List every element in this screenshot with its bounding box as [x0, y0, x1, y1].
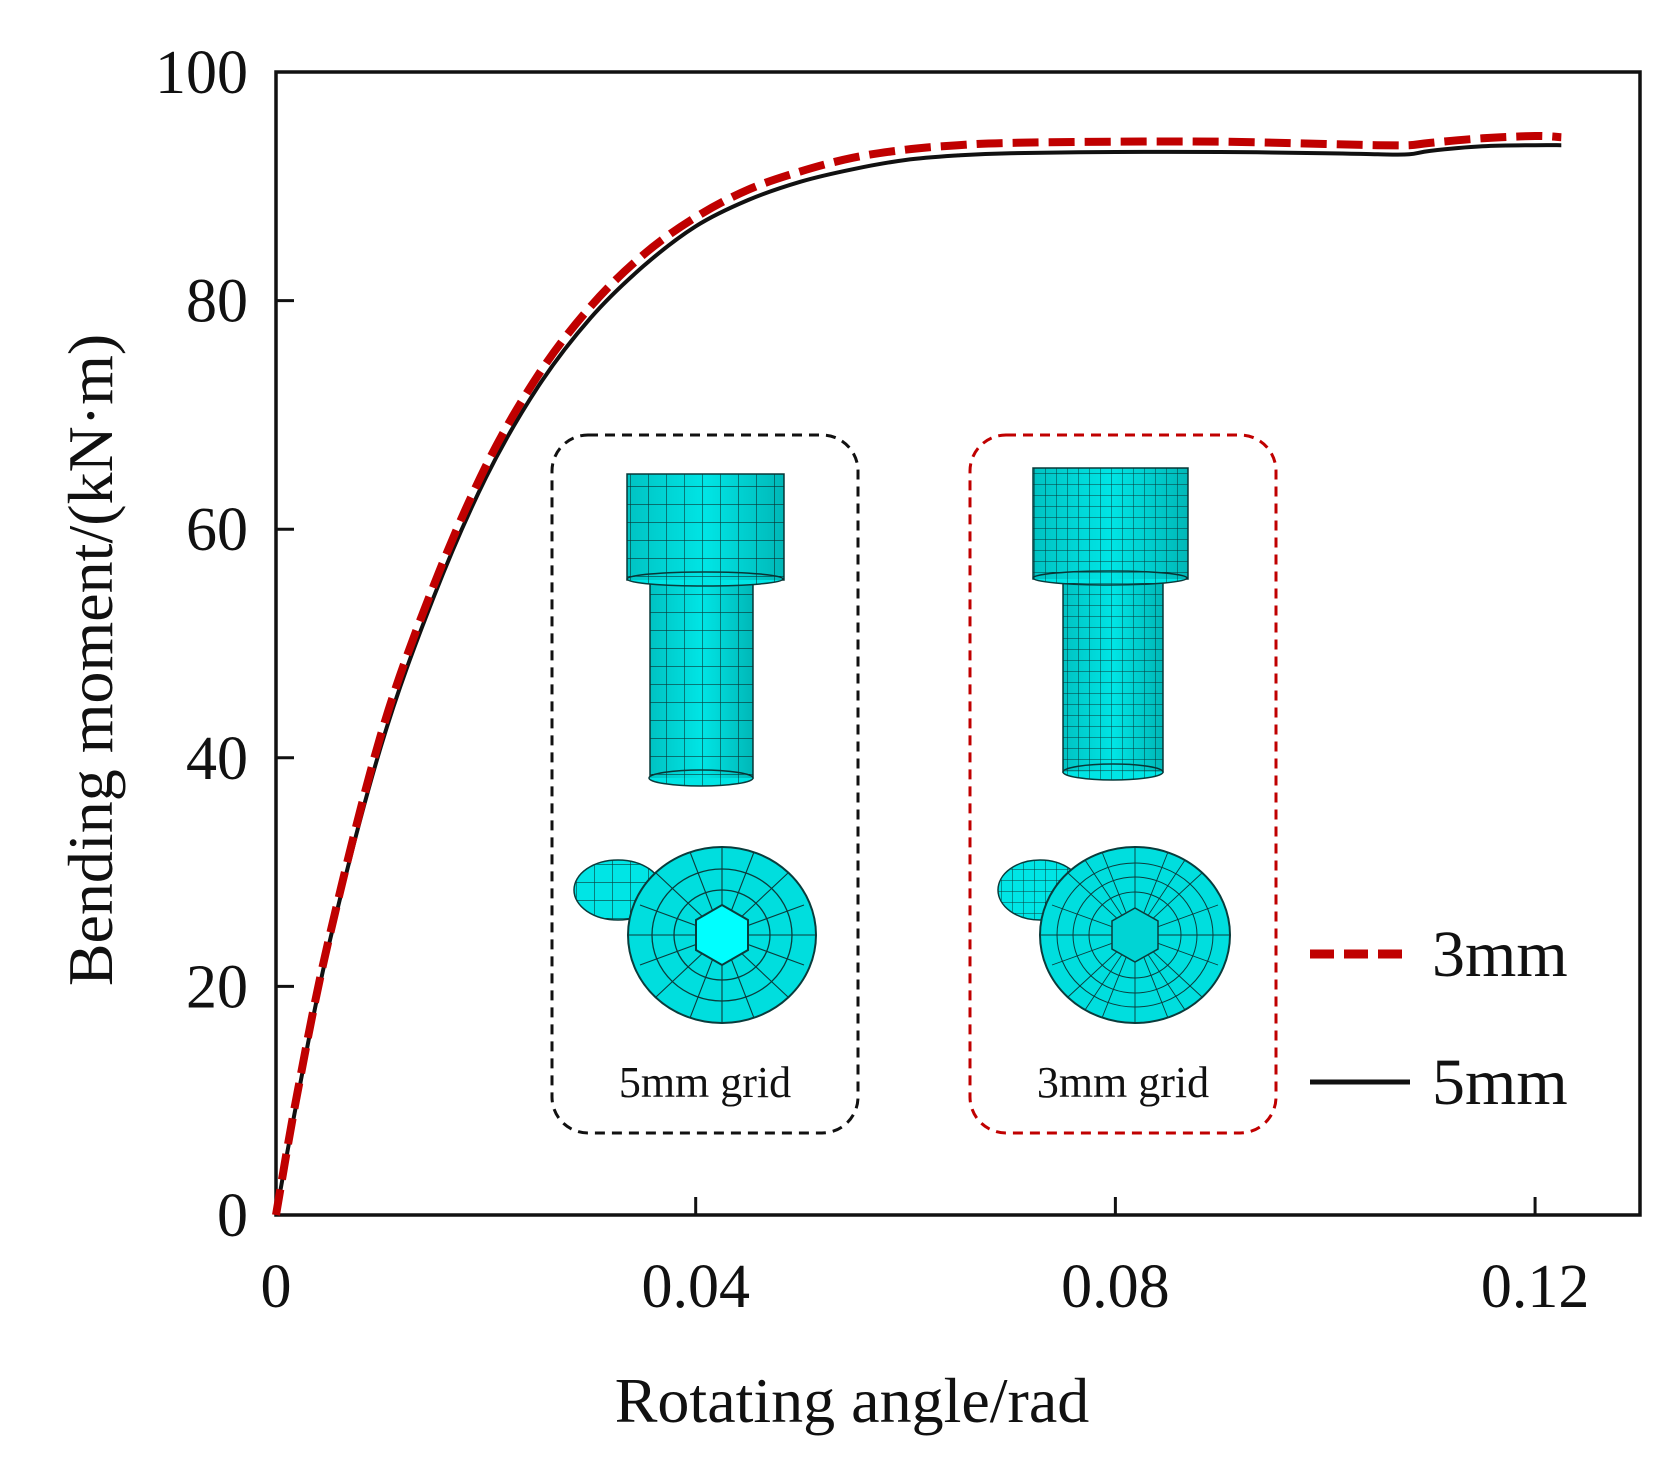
data-series [272, 131, 1562, 1216]
series-line-3mm [272, 131, 1562, 1216]
x-tick-label: 0.12 [1481, 1253, 1590, 1321]
bolt-end-view-fine [997, 846, 1231, 1024]
legend-label-5mm: 5mm [1432, 1046, 1568, 1119]
y-tick-label: 20 [186, 953, 248, 1021]
y-tick-label: 60 [186, 496, 248, 564]
y-tick-label: 100 [155, 39, 248, 107]
plot-frame [274, 70, 1642, 1217]
inset-3mm-border [968, 433, 1278, 1135]
y-tick-label: 0 [217, 1182, 248, 1250]
bolt-end-view-coarse [573, 846, 817, 1024]
axis-tick-labels: 0 0.04 0.08 0.12 0 20 40 60 80 100 [155, 39, 1589, 1321]
y-tick-label: 80 [186, 268, 248, 336]
inset-5mm-grid: 5mm grid [550, 433, 860, 1135]
y-axis-title: Bending moment/(kN·m) [55, 334, 126, 986]
inset-5mm-border [550, 433, 860, 1135]
x-axis-title: Rotating angle/rad [615, 1365, 1090, 1436]
legend: 3mm 5mm [1310, 918, 1568, 1119]
x-tick-label: 0.04 [641, 1253, 750, 1321]
inset-5mm-label: 5mm grid [619, 1058, 791, 1107]
inset-3mm-label: 3mm grid [1037, 1058, 1209, 1107]
legend-label-3mm: 3mm [1432, 918, 1568, 991]
bolt-side-view-fine [1032, 467, 1189, 781]
x-tick-label: 0.08 [1061, 1253, 1170, 1321]
x-tick-label: 0 [261, 1253, 292, 1321]
inset-3mm-grid: 3mm grid [968, 433, 1278, 1135]
series-line-5mm [274, 143, 1562, 1216]
y-tick-label: 40 [186, 725, 248, 793]
axis-ticks [274, 70, 1537, 1217]
bolt-side-view-coarse [626, 473, 785, 787]
